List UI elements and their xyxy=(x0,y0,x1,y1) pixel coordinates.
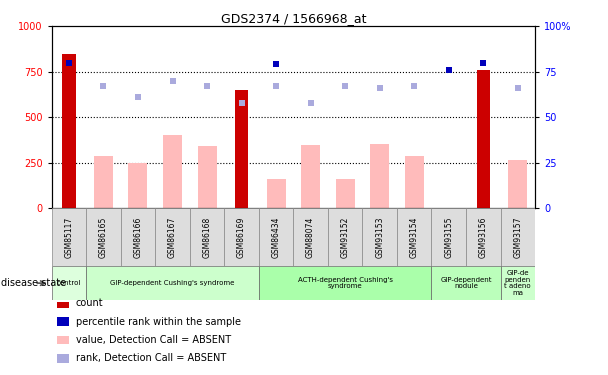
Bar xyxy=(235,90,248,208)
FancyBboxPatch shape xyxy=(190,208,224,266)
Text: percentile rank within the sample: percentile rank within the sample xyxy=(76,316,241,327)
FancyBboxPatch shape xyxy=(328,208,362,266)
FancyBboxPatch shape xyxy=(466,208,500,266)
Bar xyxy=(405,156,424,208)
Bar xyxy=(57,336,69,344)
Text: GSM93156: GSM93156 xyxy=(478,216,488,258)
Bar xyxy=(62,54,75,208)
Bar xyxy=(57,299,69,308)
Bar xyxy=(198,146,216,208)
Text: GSM86166: GSM86166 xyxy=(134,216,142,258)
Text: GSM93157: GSM93157 xyxy=(513,216,522,258)
FancyBboxPatch shape xyxy=(500,208,535,266)
Text: disease state: disease state xyxy=(1,278,66,288)
Text: count: count xyxy=(76,298,103,308)
Bar xyxy=(128,163,148,208)
Text: GSM86169: GSM86169 xyxy=(237,216,246,258)
Bar xyxy=(477,70,490,208)
Text: value, Detection Call = ABSENT: value, Detection Call = ABSENT xyxy=(76,335,231,345)
FancyBboxPatch shape xyxy=(432,208,466,266)
Text: GSM93155: GSM93155 xyxy=(444,216,453,258)
Text: GIP-de
penden
t adeno
ma: GIP-de penden t adeno ma xyxy=(505,270,531,296)
Text: GIP-dependent
nodule: GIP-dependent nodule xyxy=(440,277,492,290)
FancyBboxPatch shape xyxy=(86,266,259,300)
Bar xyxy=(57,354,69,363)
Text: GSM93153: GSM93153 xyxy=(375,216,384,258)
FancyBboxPatch shape xyxy=(259,266,432,300)
FancyBboxPatch shape xyxy=(259,208,293,266)
Title: GDS2374 / 1566968_at: GDS2374 / 1566968_at xyxy=(221,12,366,25)
Text: GSM86434: GSM86434 xyxy=(272,216,281,258)
Text: GSM86167: GSM86167 xyxy=(168,216,177,258)
FancyBboxPatch shape xyxy=(362,208,397,266)
Bar xyxy=(266,179,286,208)
FancyBboxPatch shape xyxy=(432,266,500,300)
Text: GSM93152: GSM93152 xyxy=(340,216,350,258)
Text: GSM88074: GSM88074 xyxy=(306,216,315,258)
Text: rank, Detection Call = ABSENT: rank, Detection Call = ABSENT xyxy=(76,353,226,363)
Bar xyxy=(370,144,389,208)
FancyBboxPatch shape xyxy=(500,266,535,300)
Bar xyxy=(163,135,182,208)
FancyBboxPatch shape xyxy=(397,208,432,266)
FancyBboxPatch shape xyxy=(121,208,155,266)
Text: GSM93154: GSM93154 xyxy=(410,216,419,258)
FancyBboxPatch shape xyxy=(52,266,86,300)
Text: GSM85117: GSM85117 xyxy=(64,216,74,258)
Bar xyxy=(57,317,69,326)
Text: GSM86165: GSM86165 xyxy=(99,216,108,258)
Text: GSM86168: GSM86168 xyxy=(202,216,212,258)
Text: control: control xyxy=(57,280,81,286)
FancyBboxPatch shape xyxy=(224,208,259,266)
FancyBboxPatch shape xyxy=(293,208,328,266)
FancyBboxPatch shape xyxy=(155,208,190,266)
FancyBboxPatch shape xyxy=(52,208,86,266)
Bar xyxy=(336,179,354,208)
Text: ACTH-dependent Cushing's
syndrome: ACTH-dependent Cushing's syndrome xyxy=(298,277,393,290)
FancyBboxPatch shape xyxy=(86,208,121,266)
Bar xyxy=(94,156,113,208)
Text: GIP-dependent Cushing's syndrome: GIP-dependent Cushing's syndrome xyxy=(110,280,235,286)
Bar xyxy=(301,146,320,208)
Bar xyxy=(508,160,527,208)
